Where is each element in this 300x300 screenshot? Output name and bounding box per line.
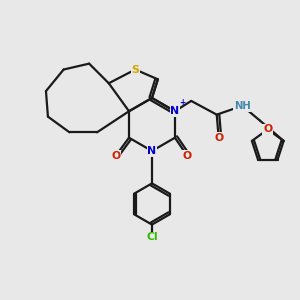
Text: O: O [111,151,120,161]
Text: S: S [131,64,139,74]
Text: Cl: Cl [146,232,158,242]
Text: N: N [170,106,179,116]
Text: NH: NH [234,101,250,111]
Text: O: O [263,124,272,134]
Text: O: O [183,151,192,161]
Text: +: + [180,98,186,107]
Text: O: O [214,133,223,143]
Text: N: N [147,146,157,156]
